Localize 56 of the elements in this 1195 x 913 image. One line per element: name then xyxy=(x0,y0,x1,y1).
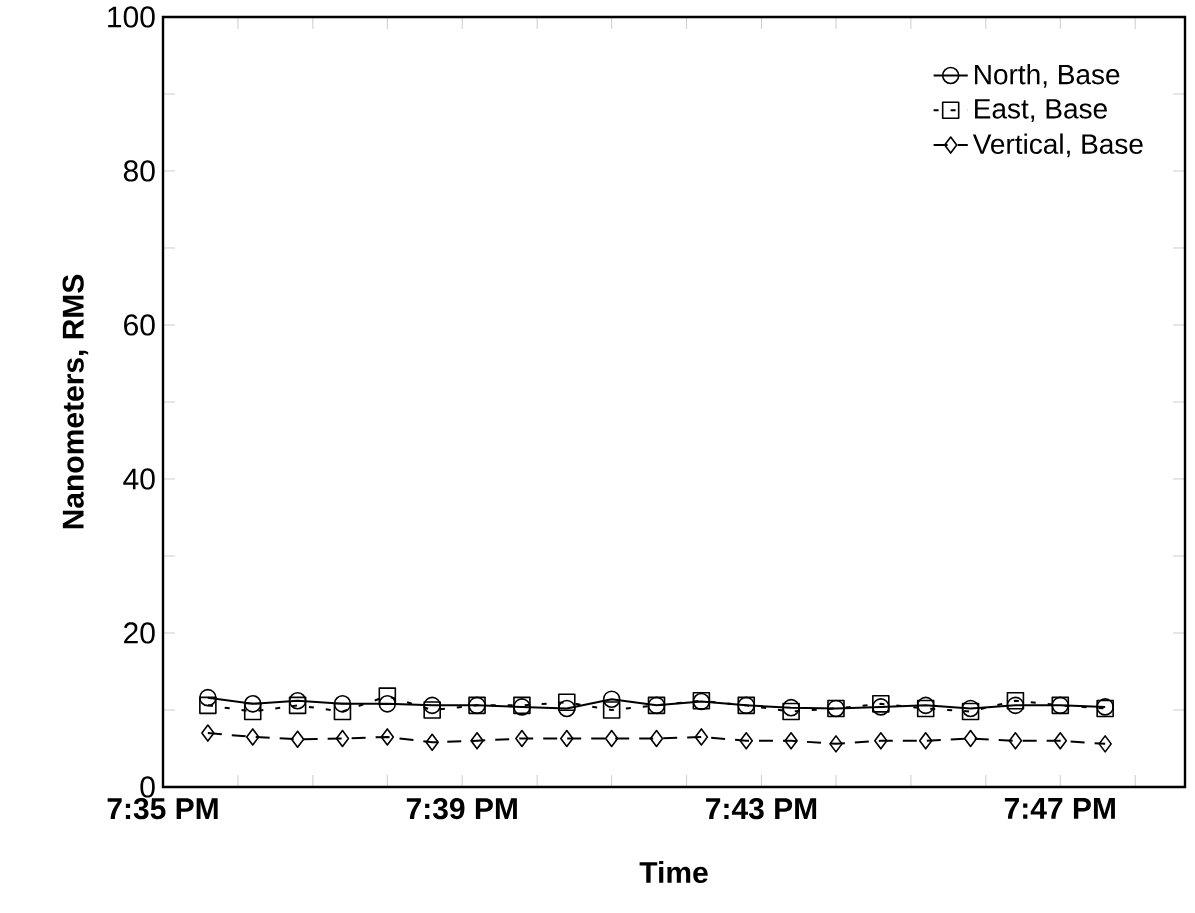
y-tick-label: 80 xyxy=(123,160,155,182)
point xyxy=(874,731,888,750)
point xyxy=(694,728,709,746)
point xyxy=(288,691,307,710)
point xyxy=(649,729,664,748)
point xyxy=(739,731,754,750)
point xyxy=(470,731,484,750)
point xyxy=(602,701,621,719)
point xyxy=(425,733,439,752)
point xyxy=(557,693,576,712)
point xyxy=(784,731,798,750)
point xyxy=(604,729,619,748)
x-tick-label: 7:35 PM xyxy=(107,798,218,820)
legend-label: Vertical, Base xyxy=(972,133,1143,158)
y-tick-label: 20 xyxy=(124,622,155,644)
point xyxy=(290,730,305,749)
point xyxy=(829,735,843,753)
point xyxy=(1008,731,1023,750)
x-tick-label: 7:47 PM xyxy=(1004,798,1115,819)
point xyxy=(557,699,576,718)
legend-label: North, Base xyxy=(975,63,1120,88)
y-axis-title: Nanometers, RMS xyxy=(62,274,89,529)
y-tick-label: 60 xyxy=(124,314,155,336)
point xyxy=(1098,735,1112,753)
point xyxy=(602,690,621,709)
point xyxy=(378,695,397,713)
point xyxy=(378,687,397,705)
point xyxy=(243,695,262,713)
point xyxy=(199,688,217,707)
point xyxy=(782,698,800,717)
y-tick-label: 100 xyxy=(108,6,155,28)
point xyxy=(201,724,215,742)
point xyxy=(918,731,933,750)
x-tick-label: 7:39 PM xyxy=(406,798,517,820)
point xyxy=(1053,731,1068,750)
point xyxy=(333,695,352,713)
point xyxy=(199,696,217,715)
legend-label: East, Base xyxy=(975,99,1107,123)
point xyxy=(1006,696,1025,715)
point xyxy=(333,702,352,721)
point xyxy=(963,729,978,748)
x-tick-label: 7:43 PM xyxy=(706,798,817,820)
point xyxy=(559,729,574,748)
point xyxy=(288,696,307,715)
point xyxy=(1006,691,1025,710)
y-tick-label: 0 xyxy=(140,776,155,798)
point xyxy=(423,701,441,719)
point xyxy=(515,729,529,748)
point xyxy=(245,728,260,746)
point xyxy=(380,728,395,746)
point xyxy=(335,729,350,748)
x-axis-title: Time xyxy=(639,861,708,884)
point xyxy=(243,702,262,721)
y-tick-label: 40 xyxy=(123,468,155,490)
point xyxy=(782,702,800,721)
point xyxy=(423,696,441,715)
